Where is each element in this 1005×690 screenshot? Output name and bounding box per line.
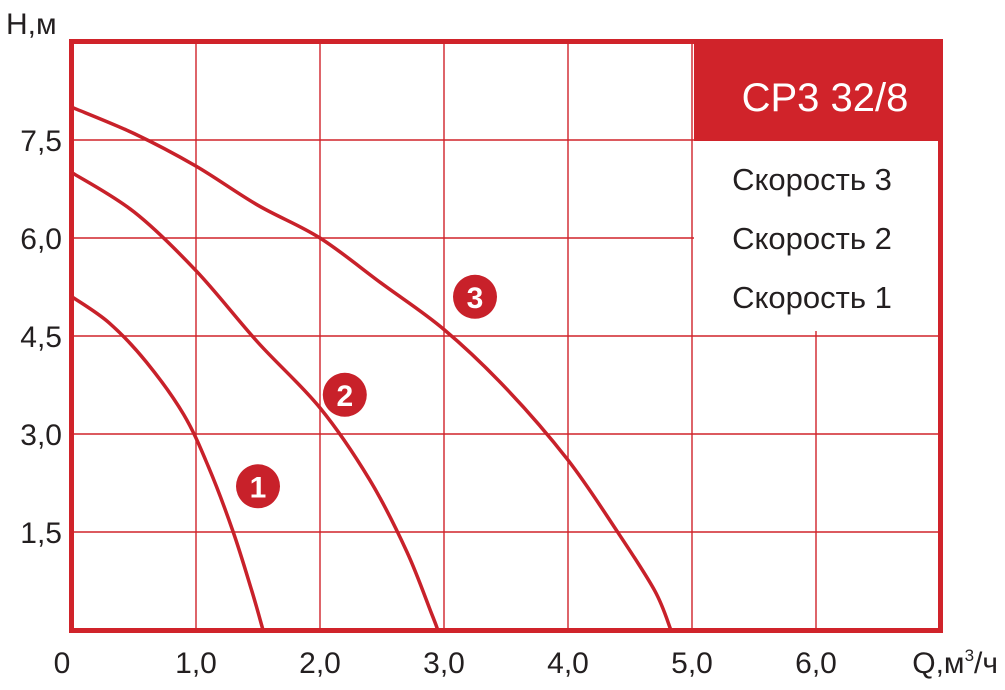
- x-tick-label: 1,0: [175, 647, 217, 680]
- curve-badge-label-2: 2: [336, 380, 353, 413]
- curve-badge-1: [236, 464, 280, 509]
- model-header-bg: [694, 41, 941, 141]
- y-tick-label: 4,5: [20, 321, 62, 354]
- x-tick-label: 6,0: [795, 647, 837, 680]
- curve-labels: 1 2 3: [236, 274, 497, 509]
- x-axis-title-main: Q,м: [912, 647, 964, 680]
- curve-badge-label-1: 1: [250, 471, 267, 504]
- curve-badge-2: [322, 372, 367, 417]
- x-tick-label: 4,0: [547, 647, 589, 680]
- legend-entry-speed-1: Скорость 1: [732, 280, 892, 315]
- plot-frame: [69, 39, 943, 633]
- curve-speed-3: [70, 105, 673, 632]
- x-tick-label: 5,0: [671, 647, 713, 680]
- x-tick-label: 0: [54, 647, 71, 680]
- performance-curves: [70, 105, 673, 632]
- curve-speed-2: [70, 170, 440, 632]
- y-tick-label: 1,5: [20, 517, 62, 550]
- model-name: CP3 32/8: [742, 76, 909, 120]
- curve-badge-label-3: 3: [467, 282, 484, 315]
- legend: CP3 32/8 Скорость 3 Скорость 2 Скорость …: [694, 41, 941, 331]
- x-axis-title-sup: 3: [965, 646, 974, 665]
- y-axis-ticks: 1,5 3,0 4,5 6,0 7,5: [20, 125, 62, 550]
- curve-speed-1: [70, 295, 265, 632]
- x-axis-title-tail: /ч: [974, 647, 998, 680]
- x-tick-label: 2,0: [299, 647, 341, 680]
- y-tick-label: 7,5: [20, 125, 62, 158]
- curve-badge-3: [453, 274, 497, 319]
- legend-entry-speed-2: Скорость 2: [732, 221, 892, 256]
- legend-entry-speed-3: Скорость 3: [732, 162, 892, 197]
- x-tick-label: 3,0: [423, 647, 465, 680]
- y-tick-label: 6,0: [20, 223, 62, 256]
- y-tick-label: 3,0: [20, 419, 62, 452]
- y-axis-title: H,м: [6, 8, 57, 41]
- x-axis-title: Q,м3/ч: [912, 646, 998, 680]
- x-axis-ticks: 0 1,0 2,0 3,0 4,0 5,0 6,0: [54, 647, 837, 680]
